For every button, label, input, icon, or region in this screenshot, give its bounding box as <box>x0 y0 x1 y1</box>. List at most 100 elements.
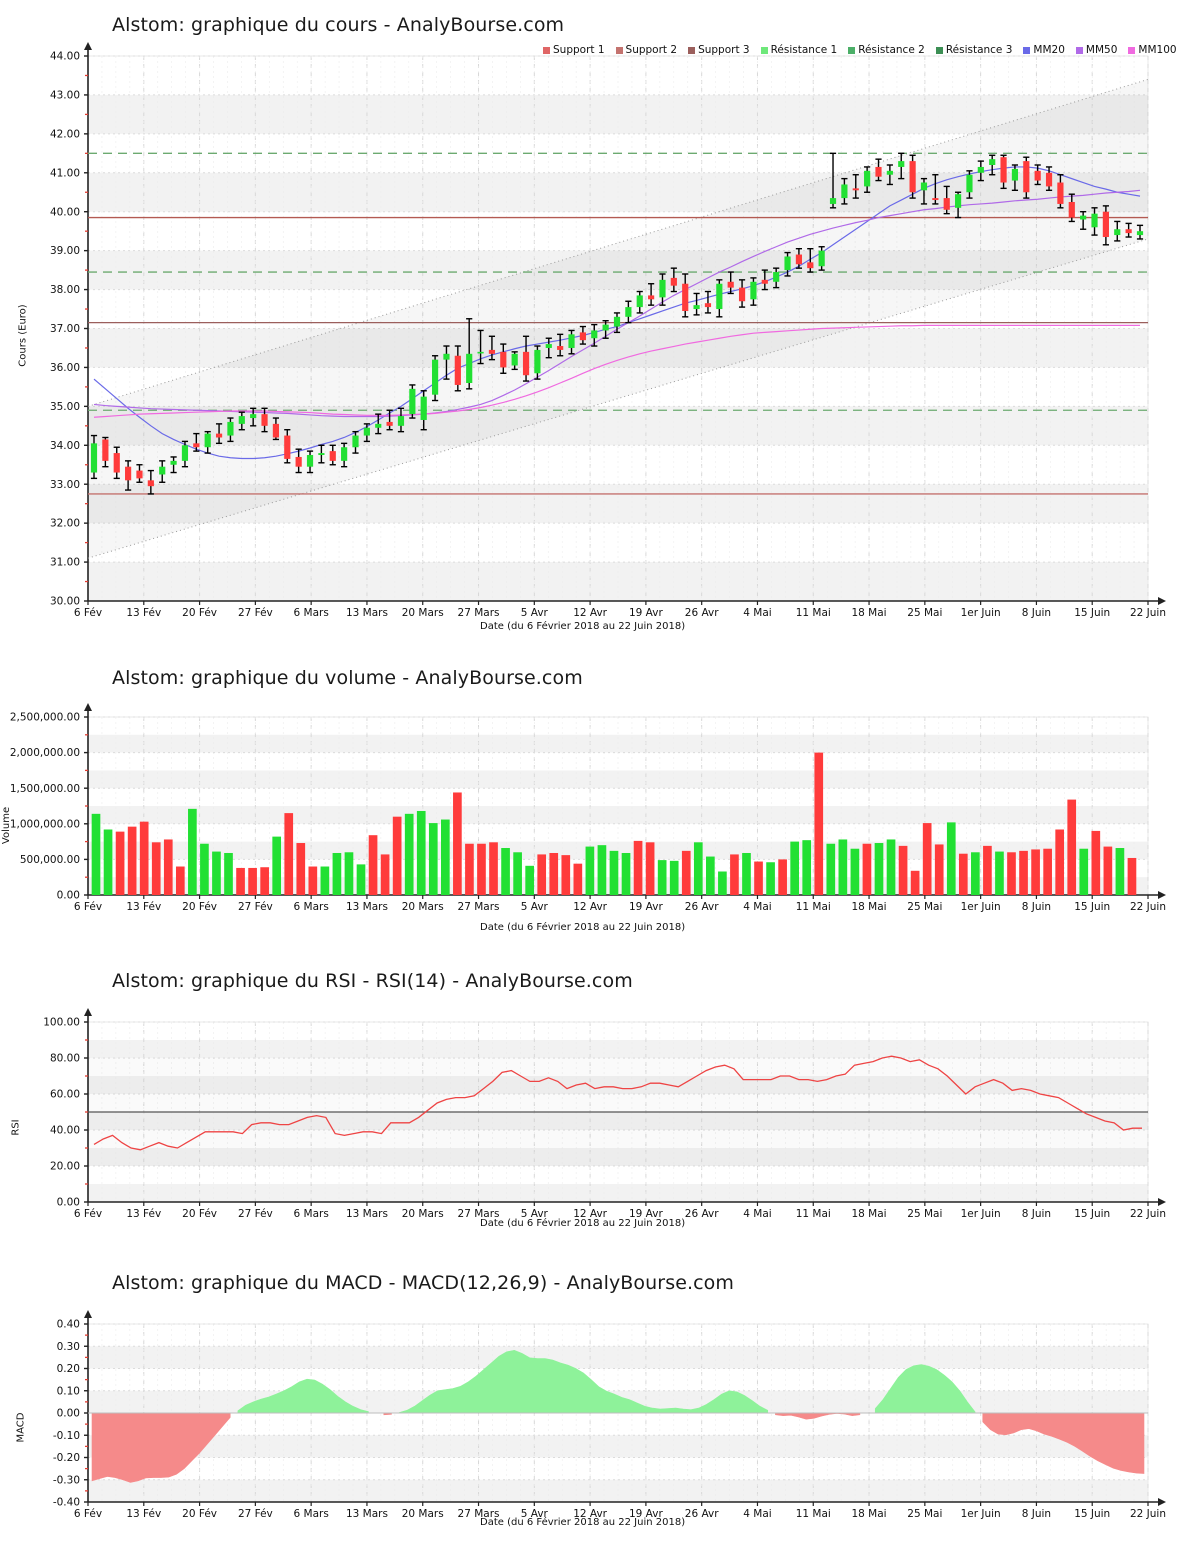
volume-bar <box>212 851 221 895</box>
candlestick <box>193 432 200 452</box>
y-tick-label: 41.00 <box>50 167 80 179</box>
volume-bar <box>272 836 282 895</box>
candlestick <box>568 329 575 355</box>
candlestick <box>1023 156 1030 199</box>
volume-bar <box>934 844 944 895</box>
x-tick-label: 4 Mai <box>743 1508 771 1520</box>
candlestick <box>170 456 177 474</box>
candlestick <box>306 450 314 474</box>
volume-bar <box>320 866 330 895</box>
y-tick-label: 60.00 <box>50 1089 80 1101</box>
volume-bar <box>453 792 462 895</box>
legend-label: MM100 <box>1138 44 1177 56</box>
x-tick-label: 18 Mai <box>851 1508 886 1520</box>
candlestick <box>602 320 609 339</box>
candlestick <box>818 246 825 271</box>
volume-bar <box>609 850 619 895</box>
legend-swatch-icon <box>935 46 943 54</box>
x-tick-label: 20 Mars <box>402 901 444 913</box>
price-panel: Alstom: graphique du cours - AnalyBourse… <box>0 0 1200 650</box>
candlestick <box>534 345 541 380</box>
x-tick-label: 22 Juin <box>1130 1208 1166 1220</box>
volume-bar <box>958 853 968 895</box>
volume-bar <box>814 752 824 895</box>
legend-swatch-icon <box>543 46 550 54</box>
legend-swatch-icon <box>1128 46 1136 54</box>
candlestick <box>636 290 643 314</box>
candlestick <box>1068 193 1075 223</box>
legend-swatch-icon <box>1075 46 1083 54</box>
volume-chart-title: Alstom: graphique du volume - AnalyBours… <box>112 667 583 689</box>
volume-bar <box>898 845 908 895</box>
x-tick-label: 22 Juin <box>1130 607 1166 619</box>
x-tick-label: 8 Juin <box>1022 607 1051 619</box>
macd-y-axis-label: MACD <box>15 1412 27 1443</box>
x-tick-label: 27 Fév <box>238 1508 273 1520</box>
price-x-axis-label: Date (du 6 Février 2018 au 22 Juin 2018) <box>480 621 686 632</box>
legend-item-r-sistance-2: Résistance 2 <box>848 44 925 56</box>
volume-bar <box>778 859 787 895</box>
candlestick <box>511 351 518 371</box>
x-tick-label: 8 Juin <box>1022 1508 1051 1520</box>
volume-bar <box>440 819 450 895</box>
candlestick <box>238 411 245 431</box>
volume-chart-canvas: 0.00 500,000.00 1,000,000.00 1,500,000.00 2,… <box>10 703 1166 913</box>
x-tick-label: 8 Juin <box>1022 1208 1051 1220</box>
y-tick-label: 31.00 <box>50 557 80 569</box>
candlestick <box>500 343 507 374</box>
volume-bar <box>730 854 739 895</box>
x-tick-label: 13 Fév <box>126 607 161 619</box>
x-tick-label: 6 Mars <box>294 607 329 619</box>
y-tick-label: 38.00 <box>50 284 80 296</box>
volume-bar <box>1067 799 1077 895</box>
x-tick-label: 15 Juin <box>1074 1508 1110 1520</box>
volume-bar <box>718 871 727 895</box>
candlestick <box>716 279 723 318</box>
volume-bar <box>633 840 643 895</box>
candlestick <box>295 448 302 474</box>
candlestick <box>147 469 154 495</box>
volume-bar <box>151 842 161 895</box>
x-tick-label: 6 Fév <box>74 1508 102 1520</box>
x-tick-label: 6 Fév <box>74 901 102 913</box>
volume-bar <box>838 839 848 895</box>
candlestick <box>318 444 325 464</box>
candlestick <box>431 355 439 402</box>
candlestick <box>625 300 632 324</box>
candlestick <box>966 170 973 199</box>
candlestick <box>466 318 473 390</box>
x-tick-label: 12 Avr <box>573 1508 607 1520</box>
volume-bar <box>657 860 667 895</box>
price-y-axis-label: Cours (Euro) <box>17 304 29 367</box>
y-tick-label: 34.00 <box>50 440 80 452</box>
legend-swatch-icon <box>760 46 768 54</box>
x-tick-label: 1er Juin <box>961 1508 1001 1520</box>
x-tick-label: 22 Juin <box>1130 1508 1166 1520</box>
x-tick-label: 13 Mars <box>346 1208 388 1220</box>
y-tick-label: 20.00 <box>50 1161 80 1173</box>
candlestick <box>977 160 984 182</box>
volume-bar <box>946 822 956 895</box>
x-tick-label: 15 Juin <box>1074 607 1110 619</box>
volume-bar <box>886 839 896 895</box>
x-tick-label: 20 Mars <box>402 607 444 619</box>
candlestick <box>409 384 416 419</box>
candlestick <box>181 440 189 468</box>
volume-bar <box>995 851 1004 895</box>
volume-bar <box>862 843 872 895</box>
volume-bar <box>428 823 438 895</box>
legend-label: MM20 <box>1033 44 1065 56</box>
x-tick-label: 27 Mars <box>458 901 500 913</box>
candlestick <box>670 267 677 293</box>
volume-bar <box>910 870 920 895</box>
y-tick-label: -0.10 <box>53 1430 80 1442</box>
candlestick <box>750 277 757 306</box>
x-tick-label: 20 Fév <box>182 1208 217 1220</box>
x-tick-label: 27 Fév <box>238 607 273 619</box>
y-tick-label: 1,500,000.00 <box>10 783 80 795</box>
volume-bar <box>368 835 378 895</box>
x-tick-label: 20 Fév <box>182 1508 217 1520</box>
x-tick-label: 11 Mai <box>796 1508 831 1520</box>
x-tick-label: 27 Fév <box>238 901 273 913</box>
candlestick <box>1034 164 1041 186</box>
